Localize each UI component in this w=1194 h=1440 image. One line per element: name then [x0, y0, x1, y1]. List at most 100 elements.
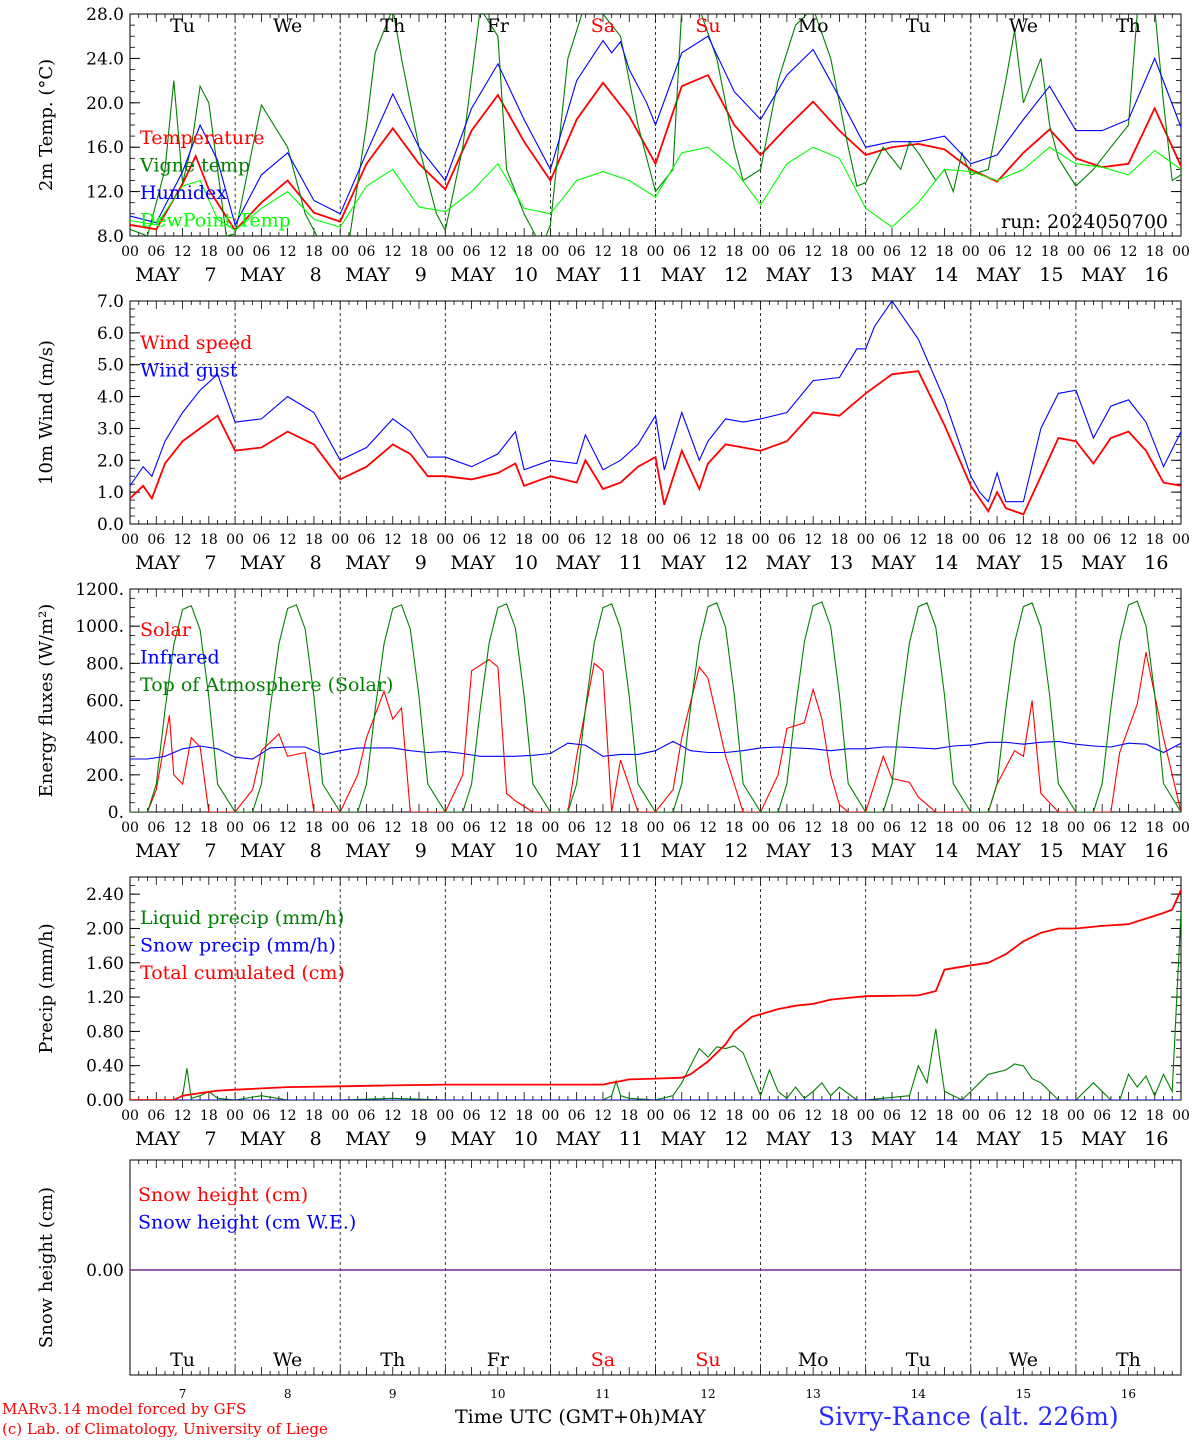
snow-day-number: 12	[700, 1387, 715, 1401]
temp-day-label: 8	[310, 264, 322, 286]
precip-day-label: 7	[205, 1128, 217, 1150]
wind-hour-label: 00	[647, 532, 665, 548]
temp-hour-label: 00	[647, 244, 665, 260]
wind-hour-label: 12	[384, 532, 402, 548]
precip-hour-label: 00	[752, 1108, 770, 1124]
radiation-legend-item: Solar	[140, 619, 192, 641]
temp-day-label: 11	[619, 264, 643, 286]
wind-day-label: 13	[829, 552, 853, 574]
precip-hour-label: 06	[883, 1108, 901, 1124]
temp-legend-item: DewPoint Temp	[140, 210, 291, 232]
wind-hour-label: 12	[489, 532, 507, 548]
precip-month-label: MAY	[976, 1128, 1021, 1150]
temp-weekday-label: Th	[1116, 15, 1141, 37]
temp-weekday-label: Sa	[591, 15, 615, 37]
precip-series-total-cumulated-cm-	[130, 889, 1181, 1100]
precip-month-label: MAY	[871, 1128, 916, 1150]
wind-hour-label: 12	[699, 532, 717, 548]
precip-hour-label: 12	[279, 1108, 297, 1124]
wind-day-label: 14	[934, 552, 958, 574]
radiation-hour-label: 00	[331, 820, 349, 836]
precip-month-label: MAY	[240, 1128, 285, 1150]
radiation-legend-item: Top of Atmosphere (Solar)	[140, 674, 393, 696]
temp-series-humidex	[130, 35, 1181, 227]
temp-ylabel: 2m Temp. (°C)	[36, 59, 57, 191]
precip-hour-label: 18	[936, 1108, 954, 1124]
radiation-hour-label: 00	[1172, 820, 1190, 836]
temp-ytick-label: 16.0	[86, 138, 124, 158]
wind-hour-label: 18	[200, 532, 218, 548]
radiation-ytick-label: 200.	[86, 766, 124, 786]
precip-hour-label: 00	[226, 1108, 244, 1124]
temp-hour-label: 12	[1120, 244, 1138, 260]
snow-weekday-label: Su	[695, 1349, 720, 1371]
radiation-ytick-label: 400.	[86, 729, 124, 749]
snow-weekday-label: We	[273, 1349, 302, 1371]
radiation-hour-label: 12	[1014, 820, 1032, 836]
temp-hour-label: 12	[594, 244, 612, 260]
precip-hour-label: 06	[1093, 1108, 1111, 1124]
wind-hour-label: 18	[936, 532, 954, 548]
radiation-hour-label: 00	[121, 820, 139, 836]
precip-ytick-label: 1.60	[86, 954, 124, 974]
precip-hour-label: 00	[331, 1108, 349, 1124]
radiation-hour-label: 00	[226, 820, 244, 836]
temp-hour-label: 00	[857, 244, 875, 260]
temp-month-label: MAY	[345, 264, 390, 286]
temp-hour-label: 18	[305, 244, 323, 260]
wind-hour-label: 06	[1093, 532, 1111, 548]
temp-ytick-label: 24.0	[86, 49, 124, 69]
precip-hour-label: 12	[1120, 1108, 1138, 1124]
temp-series-dewpoint-temp	[130, 146, 1181, 232]
wind-month-label: MAY	[1081, 552, 1126, 574]
wind-month-label: MAY	[135, 552, 180, 574]
radiation-ytick-label: 1000.	[75, 617, 124, 637]
snow-ylabel: Snow height (cm)	[36, 1187, 57, 1348]
precip-day-label: 15	[1039, 1128, 1063, 1150]
radiation-hour-label: 18	[200, 820, 218, 836]
wind-hour-label: 12	[1014, 532, 1032, 548]
temp-hour-label: 00	[752, 244, 770, 260]
wind-hour-label: 00	[1067, 532, 1085, 548]
wind-day-label: 7	[205, 552, 217, 574]
precip-hour-label: 00	[1067, 1108, 1085, 1124]
radiation-day-label: 8	[310, 840, 322, 862]
wind-hour-label: 18	[620, 532, 638, 548]
precip-ytick-label: 2.00	[86, 919, 124, 939]
radiation-hour-label: 06	[147, 820, 165, 836]
temp-weekday-label: Tu	[906, 15, 931, 37]
radiation-hour-label: 06	[778, 820, 796, 836]
wind-hour-label: 06	[673, 532, 691, 548]
precip-hour-label: 00	[962, 1108, 980, 1124]
snow-weekday-label: Sa	[591, 1349, 615, 1371]
wind-hour-label: 18	[305, 532, 323, 548]
temp-day-label: 13	[829, 264, 853, 286]
precip-hour-label: 12	[699, 1108, 717, 1124]
wind-series-wind-gust	[130, 301, 1181, 503]
temp-month-label: MAY	[766, 264, 811, 286]
radiation-hour-label: 00	[962, 820, 980, 836]
temp-weekday-label: Th	[380, 15, 405, 37]
wind-hour-label: 06	[568, 532, 586, 548]
precip-hour-label: 12	[594, 1108, 612, 1124]
precip-ytick-label: 1.20	[86, 988, 124, 1008]
radiation-hour-label: 18	[410, 820, 428, 836]
wind-month-label: MAY	[766, 552, 811, 574]
radiation-hour-label: 12	[384, 820, 402, 836]
radiation-hour-label: 18	[1146, 820, 1164, 836]
temp-ytick-label: 20.0	[86, 94, 124, 114]
precip-hour-label: 18	[515, 1108, 533, 1124]
radiation-hour-label: 12	[174, 820, 192, 836]
wind-hour-label: 18	[1146, 532, 1164, 548]
precip-hour-label: 12	[489, 1108, 507, 1124]
temp-weekday-label: We	[273, 15, 302, 37]
wind-legend-item: Wind speed	[140, 332, 252, 354]
precip-day-label: 12	[724, 1128, 748, 1150]
precip-hour-label: 12	[174, 1108, 192, 1124]
precip-ytick-label: 0.00	[86, 1091, 124, 1111]
wind-hour-label: 06	[883, 532, 901, 548]
radiation-hour-label: 18	[305, 820, 323, 836]
precip-month-label: MAY	[661, 1128, 706, 1150]
radiation-day-label: 15	[1039, 840, 1063, 862]
radiation-hour-label: 00	[1067, 820, 1085, 836]
